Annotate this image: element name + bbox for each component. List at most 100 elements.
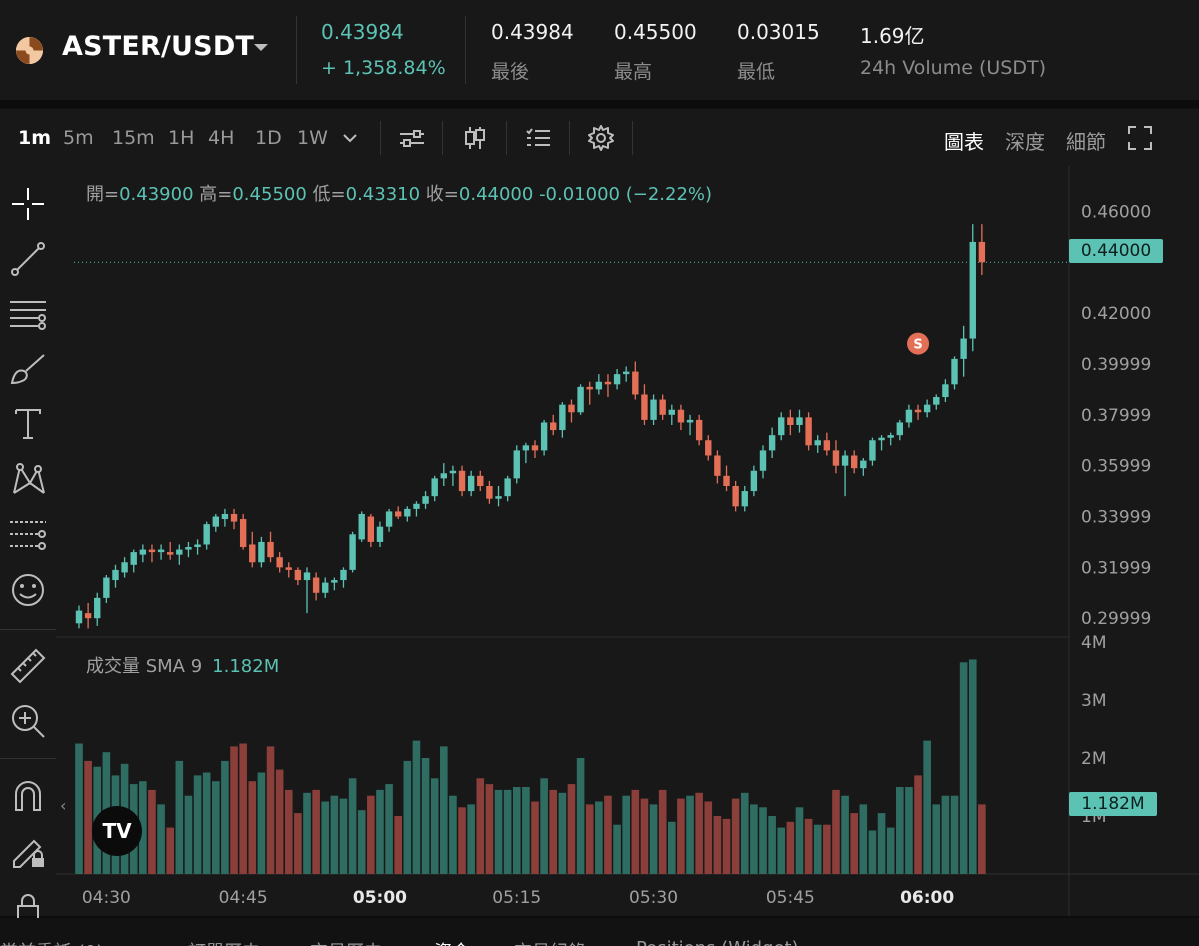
candle-body — [230, 513, 238, 522]
volume-bar — [376, 789, 384, 874]
timeframe-1w[interactable]: 1W — [297, 127, 328, 149]
trendline-icon[interactable] — [8, 239, 48, 279]
candle-body — [112, 569, 119, 581]
volume-indicator-value: 1.182M — [212, 656, 280, 677]
candle-body — [239, 519, 247, 548]
volume-bar — [412, 740, 421, 874]
brush-icon[interactable] — [8, 349, 48, 389]
price-axis-tick: 0.39999 — [1081, 355, 1151, 375]
tab-details[interactable]: 細節 — [1066, 130, 1106, 154]
candle-body — [905, 409, 913, 423]
fib-lines-icon[interactable] — [8, 294, 48, 334]
gear-icon[interactable] — [587, 124, 615, 152]
price-axis-tick: 0.35999 — [1081, 457, 1151, 477]
fullscreen-icon[interactable] — [1126, 124, 1154, 152]
timeframe-5m[interactable]: 5m — [63, 127, 94, 149]
volume-bar — [303, 792, 311, 874]
tab-depth[interactable]: 深度 — [1005, 130, 1045, 154]
bottom-tabs: 當前委託 (0) 訂單歷史 交易歷史 資金 交易紀錄 Positions (Wi… — [0, 918, 1199, 946]
volume-bar — [731, 798, 740, 874]
volume-bar — [704, 801, 713, 874]
volume-axis-tick: 3M — [1081, 691, 1106, 711]
tab-trade-log[interactable]: 交易紀錄 — [514, 938, 586, 946]
candle-body — [942, 384, 949, 398]
crosshair-icon[interactable] — [8, 184, 48, 224]
volume-bar — [549, 789, 558, 874]
candle-body — [139, 549, 147, 555]
ohlc-high-label: 高= — [199, 184, 233, 205]
candle-type-icon[interactable] — [461, 124, 489, 152]
chevron-down-icon[interactable] — [254, 44, 268, 51]
volume-bar — [804, 818, 813, 874]
volume-bar — [868, 830, 877, 874]
divider — [442, 121, 443, 155]
candle-body — [349, 534, 356, 570]
volume-bar — [941, 795, 950, 874]
timeframe-1h[interactable]: 1H — [168, 127, 195, 149]
ohlc-readout: 開=0.43900 高=0.45500 低=0.43310 收=0.44000 … — [86, 180, 712, 206]
zoom-in-icon[interactable] — [8, 701, 48, 741]
candle-body — [294, 569, 302, 581]
volume-bar — [148, 789, 156, 874]
volume-bar — [759, 807, 767, 874]
lock-drawing-icon[interactable] — [8, 831, 48, 871]
volume-bar — [859, 804, 868, 874]
tab-positions-widget[interactable]: Positions (Widget) — [636, 938, 799, 946]
stat-volume-value: 1.69亿 — [860, 24, 925, 48]
ohlc-close-label: 收= — [425, 184, 459, 205]
volume-bar — [877, 813, 886, 874]
timeframe-4h[interactable]: 4H — [208, 127, 235, 149]
candle-body — [212, 516, 219, 527]
volume-bar — [330, 795, 339, 874]
tradingview-logo[interactable]: TV — [92, 806, 142, 856]
volume-bar — [348, 778, 357, 874]
timeframe-15m[interactable]: 15m — [112, 127, 155, 149]
prediction-icon[interactable] — [8, 514, 48, 554]
volume-bar — [923, 740, 931, 874]
volume-bar — [312, 789, 320, 874]
volume-bar — [649, 804, 658, 874]
volume-bar — [139, 781, 147, 874]
pattern-icon[interactable] — [8, 459, 48, 499]
volume-indicator-legend[interactable]: 成交量 SMA 9 1.182M — [86, 652, 279, 678]
candlestick-chart-svg[interactable]: 0.46000 0.42000 0.39999 0.37999 0.35999 0.339… — [56, 166, 1199, 916]
volume-bar — [275, 769, 284, 874]
tab-trade-history[interactable]: 交易歷史 — [310, 938, 382, 946]
timeframe-1d[interactable]: 1D — [255, 127, 282, 149]
candle-body — [832, 450, 840, 466]
candle-body — [559, 404, 566, 431]
timeframe-1m[interactable]: 1m — [18, 127, 52, 149]
candle-body — [759, 450, 767, 471]
chart-toolbar: 1m 5m 15m 1H 4H 1D 1W 圖表 深度 細節 — [0, 108, 1199, 166]
volume-bar — [294, 813, 302, 874]
emoji-icon[interactable] — [8, 570, 48, 610]
volume-bar — [540, 778, 548, 874]
ohlc-change-value: -0.01000 (−2.22%) — [539, 184, 713, 205]
tab-order-history[interactable]: 訂單歷史 — [188, 938, 260, 946]
last-price: 0.43984 — [321, 20, 404, 44]
magnet-icon[interactable] — [8, 776, 48, 816]
candle-body — [723, 475, 730, 486]
sell-signal-label: S — [913, 338, 922, 353]
chevron-down-icon[interactable] — [336, 124, 364, 152]
ruler-icon[interactable] — [8, 646, 48, 686]
volume-bar — [458, 807, 466, 874]
list-settings-icon[interactable] — [524, 124, 552, 152]
volume-bar — [558, 792, 567, 874]
price-change-percent: + 1,358.84% — [321, 57, 446, 79]
candle-body — [540, 422, 548, 451]
tab-chart[interactable]: 圖表 — [944, 130, 984, 154]
volume-bar — [585, 804, 594, 874]
candle-body — [732, 486, 739, 507]
pair-selector[interactable]: ASTER/USDT — [62, 31, 255, 62]
tab-funds[interactable]: 資金 — [434, 938, 470, 946]
stat-high-value: 0.45500 — [614, 20, 697, 44]
collapse-arrow-icon[interactable]: ‹ — [60, 796, 67, 815]
price-chart[interactable]: 0.46000 0.42000 0.39999 0.37999 0.35999 0.339… — [56, 166, 1199, 916]
tab-open-orders[interactable]: 當前委託 (0) — [0, 938, 103, 946]
volume-bar — [394, 816, 402, 874]
indicators-icon[interactable] — [398, 124, 426, 152]
text-icon[interactable] — [8, 404, 48, 444]
candle-body — [395, 511, 402, 517]
candle-body — [851, 455, 858, 469]
